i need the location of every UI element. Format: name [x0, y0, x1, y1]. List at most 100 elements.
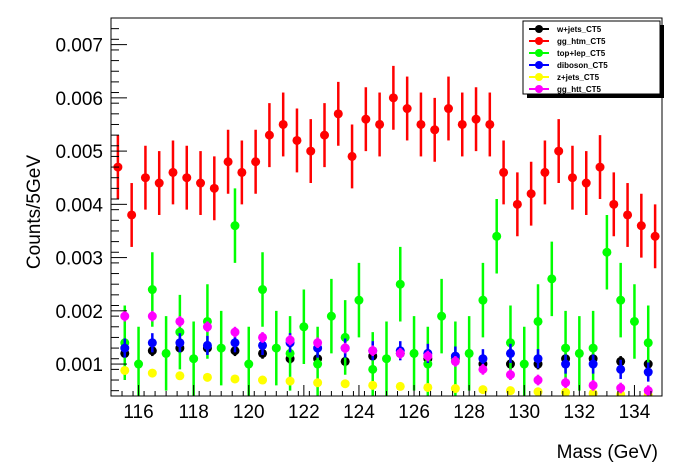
- data-point: [533, 354, 543, 364]
- data-point: [588, 359, 598, 369]
- data-point: [616, 295, 626, 305]
- data-point: [533, 316, 543, 326]
- data-point: [643, 338, 653, 348]
- data-point: [306, 146, 316, 156]
- y-tick-label: 0.004: [55, 195, 103, 216]
- data-point: [182, 173, 192, 183]
- data-point: [147, 311, 157, 321]
- data-point: [616, 364, 626, 374]
- x-tick-label: 132: [563, 402, 595, 423]
- data-point: [643, 367, 653, 377]
- legend-entry: top+lep_CT5: [529, 49, 606, 58]
- data-point: [423, 351, 433, 361]
- data-point: [278, 119, 288, 129]
- data-point: [588, 388, 598, 396]
- data-point: [271, 343, 281, 353]
- data-point: [554, 146, 564, 156]
- y-tick-label: 0.001: [55, 355, 103, 376]
- data-point: [533, 387, 543, 396]
- data-point: [285, 348, 295, 358]
- data-point: [540, 167, 550, 177]
- data-point: [230, 338, 240, 348]
- series-top+lep_CT5: [120, 188, 653, 396]
- data-point: [237, 167, 247, 177]
- legend-entry: diboson_CT5: [529, 61, 608, 70]
- data-point: [533, 375, 543, 385]
- y-tick-label: 0.006: [55, 89, 103, 110]
- series-layer: [113, 65, 660, 396]
- data-point: [368, 364, 378, 374]
- series-gg_htt_CT5: [120, 310, 653, 396]
- data-point: [561, 343, 571, 353]
- data-point: [561, 387, 571, 396]
- data-point: [547, 274, 557, 284]
- data-point: [285, 376, 295, 386]
- x-tick-label: 120: [233, 402, 265, 423]
- data-point: [147, 285, 157, 295]
- x-tick-label: 116: [123, 402, 153, 423]
- data-point: [464, 348, 474, 358]
- y-tick-label: 0.002: [55, 302, 103, 323]
- data-point: [505, 348, 515, 358]
- data-point: [567, 173, 577, 183]
- data-point: [251, 157, 261, 167]
- data-point: [526, 189, 536, 199]
- data-point: [478, 295, 488, 305]
- x-tick-label: 126: [398, 402, 430, 423]
- y-tick-label: 0.007: [55, 36, 103, 57]
- data-point: [175, 316, 185, 326]
- x-tick-label: 134: [619, 402, 651, 423]
- data-point: [147, 338, 157, 348]
- data-point: [313, 338, 323, 348]
- data-point: [636, 221, 646, 231]
- data-point: [595, 162, 605, 172]
- data-point: [492, 231, 502, 241]
- data-point: [147, 368, 157, 378]
- data-point: [340, 379, 350, 389]
- data-point: [258, 332, 268, 342]
- data-point: [602, 247, 612, 257]
- data-point: [361, 114, 371, 124]
- data-point: [478, 354, 488, 364]
- data-point: [264, 130, 274, 140]
- data-point: [285, 335, 295, 345]
- data-point: [368, 380, 378, 390]
- data-point: [574, 348, 584, 358]
- data-point: [258, 375, 268, 385]
- x-axis: 116 118 120 122 124 126 128 130 132 134: [110, 385, 663, 423]
- data-point: [561, 359, 571, 369]
- data-point: [202, 340, 212, 350]
- data-point: [450, 384, 460, 394]
- data-point: [499, 167, 509, 177]
- data-point: [244, 359, 254, 369]
- data-point: [478, 385, 488, 395]
- legend-label: top+lep_CT5: [557, 49, 606, 58]
- data-point: [175, 338, 185, 348]
- data-point: [450, 356, 460, 366]
- y-axis-title: Counts/5GeV: [24, 155, 45, 269]
- y-tick-label: 0.005: [55, 142, 103, 163]
- legend-marker: [535, 61, 543, 69]
- legend-entry: z+jets_CT5: [529, 73, 600, 82]
- data-point: [154, 178, 164, 188]
- legend-entry: gg_htm_CT5: [529, 37, 606, 46]
- data-point: [258, 285, 268, 295]
- data-point: [512, 199, 522, 209]
- data-point: [223, 157, 233, 167]
- data-point: [443, 104, 453, 114]
- data-point: [175, 327, 185, 337]
- data-point: [120, 365, 130, 375]
- legend-label: diboson_CT5: [557, 61, 608, 70]
- data-point: [230, 327, 240, 337]
- data-point: [202, 372, 212, 382]
- x-tick-label: 124: [343, 402, 375, 423]
- data-point: [650, 231, 660, 241]
- data-point: [437, 311, 447, 321]
- data-point: [581, 178, 591, 188]
- legend-label: w+jets_CT5: [556, 25, 602, 34]
- data-point: [292, 135, 302, 145]
- x-tick-label: 122: [288, 402, 320, 423]
- data-point: [230, 374, 240, 384]
- data-point: [395, 348, 405, 358]
